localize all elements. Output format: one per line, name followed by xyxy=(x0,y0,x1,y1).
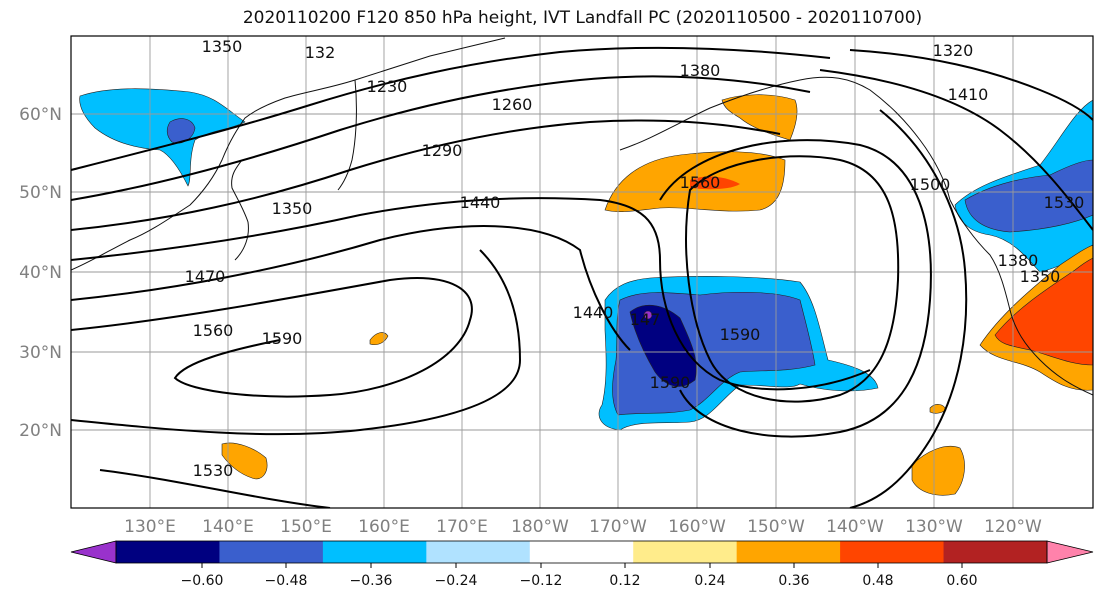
height-contours xyxy=(71,46,1093,508)
longitude-tick-label: 180°W xyxy=(511,517,569,537)
coastline-kamchatka xyxy=(337,79,357,191)
contour-line xyxy=(71,75,811,201)
contour-label: 132 xyxy=(305,43,336,62)
longitude-tick-label: 170°W xyxy=(589,517,647,537)
contour-label: 1590 xyxy=(262,329,303,348)
latitude-tick-label: 50°N xyxy=(19,183,62,203)
contour-line xyxy=(849,49,1093,121)
coastline-north-america xyxy=(949,199,1093,396)
colorbar-tick-label: 0.24 xyxy=(694,573,725,589)
contour-label: 1440 xyxy=(460,193,501,212)
contour-label: 1320 xyxy=(933,41,974,60)
contour-label: 1560 xyxy=(680,173,721,192)
ivt-negative-region-west xyxy=(79,88,246,187)
colorbar: −0.60 −0.48 −0.36 −0.24 −0.12 0.12 0.24 0.36 0.4… xyxy=(70,540,1094,589)
colorbar-segment xyxy=(736,541,841,563)
colorbar-segment xyxy=(840,541,945,563)
longitude-tick-label: 130°W xyxy=(905,517,963,537)
contour-label: 1440 xyxy=(573,303,614,322)
contour-label: 1470 xyxy=(185,267,226,286)
map-frame xyxy=(70,35,1094,509)
colorbar-extension-high xyxy=(1046,540,1094,564)
latitude-tick-label: 40°N xyxy=(19,263,62,283)
ivt-negative-core-deep xyxy=(629,304,697,387)
colorbar-segment xyxy=(529,541,634,563)
longitude-tick-label: 160°E xyxy=(358,517,410,537)
longitude-tick-label: 130°E xyxy=(124,517,176,537)
contour-label: 1530 xyxy=(193,461,234,480)
colorbar-segment xyxy=(426,541,531,563)
contour-label: 1530 xyxy=(1044,193,1085,212)
colorbar-tick-label: 0.12 xyxy=(609,573,640,589)
colorbar-segment xyxy=(116,541,220,563)
contour-label: 1350 xyxy=(202,37,243,56)
contour-label: 1380 xyxy=(680,61,721,80)
colorbar-tick-label: 0.60 xyxy=(946,573,977,589)
colorbar-tick-label: −0.48 xyxy=(265,573,308,589)
colorbar-segment xyxy=(943,541,1048,563)
contour-label: 1590 xyxy=(720,325,761,344)
colorbar-tick-label: 0.36 xyxy=(778,573,809,589)
colorbar-segment xyxy=(633,541,738,563)
longitude-tick-label: 140°W xyxy=(826,517,884,537)
contour-line xyxy=(99,469,331,508)
contour-label: 1350 xyxy=(272,199,313,218)
contour-line xyxy=(71,277,473,398)
ivt-positive-patch-small xyxy=(369,332,389,346)
contour-line xyxy=(71,46,831,171)
contour-line xyxy=(819,69,1093,231)
contour-label: 1560 xyxy=(193,321,234,340)
longitude-tick-label: 140°E xyxy=(202,517,254,537)
colorbar-tick-label: −0.36 xyxy=(350,573,393,589)
colorbar-tick-label: 0.48 xyxy=(862,573,893,589)
contour-label: 1260 xyxy=(492,95,533,114)
coastlines xyxy=(71,37,1093,396)
colorbar-extension-low xyxy=(70,540,117,564)
latitude-tick-label: 30°N xyxy=(19,343,62,363)
contour-line xyxy=(71,197,871,391)
contour-line xyxy=(71,119,781,231)
contour-label: 1410 xyxy=(948,85,989,104)
ivt-positive-patch-southeast xyxy=(911,445,965,496)
contour-line xyxy=(685,155,900,403)
ivt-negative-core-east xyxy=(964,159,1093,233)
contour-label: 1590 xyxy=(650,373,691,392)
contour-line xyxy=(659,139,932,438)
graticule xyxy=(71,36,1093,508)
contour-line xyxy=(849,109,968,508)
contour-line xyxy=(71,225,631,351)
coastline-asia xyxy=(71,37,506,271)
colorbar-segment xyxy=(322,541,427,563)
contour-label: 1500 xyxy=(910,175,951,194)
contour-label: 147 xyxy=(630,310,661,329)
colorbar-segment xyxy=(219,541,324,563)
map-title: 2020110200 F120 850 hPa height, IVT Land… xyxy=(242,8,923,28)
ivt-positive-patch-south xyxy=(221,442,268,480)
longitude-tick-label: 170°E xyxy=(436,517,488,537)
longitude-tick-label: 120°W xyxy=(984,517,1042,537)
longitude-tick-label: 160°W xyxy=(668,517,726,537)
contour-label: 1380 xyxy=(998,251,1039,270)
colorbar-tick-label: −0.60 xyxy=(181,573,224,589)
colorbar-tick-label: −0.24 xyxy=(435,573,478,589)
longitude-tick-label: 150°W xyxy=(747,517,805,537)
ivt-minimum xyxy=(643,310,653,320)
contour-label: 1350 xyxy=(1020,267,1061,286)
contour-label: 1290 xyxy=(422,141,463,160)
colorbar-frame xyxy=(115,540,1048,564)
longitude-tick-label: 150°E xyxy=(280,517,332,537)
latitude-tick-label: 20°N xyxy=(19,421,62,441)
coastline-alaska xyxy=(619,76,951,201)
colorbar-tick-label: −0.12 xyxy=(520,573,563,589)
latitude-tick-label: 60°N xyxy=(19,105,62,125)
coastline-japan xyxy=(231,159,249,261)
contour-line xyxy=(71,249,522,436)
contour-label: 1230 xyxy=(367,77,408,96)
